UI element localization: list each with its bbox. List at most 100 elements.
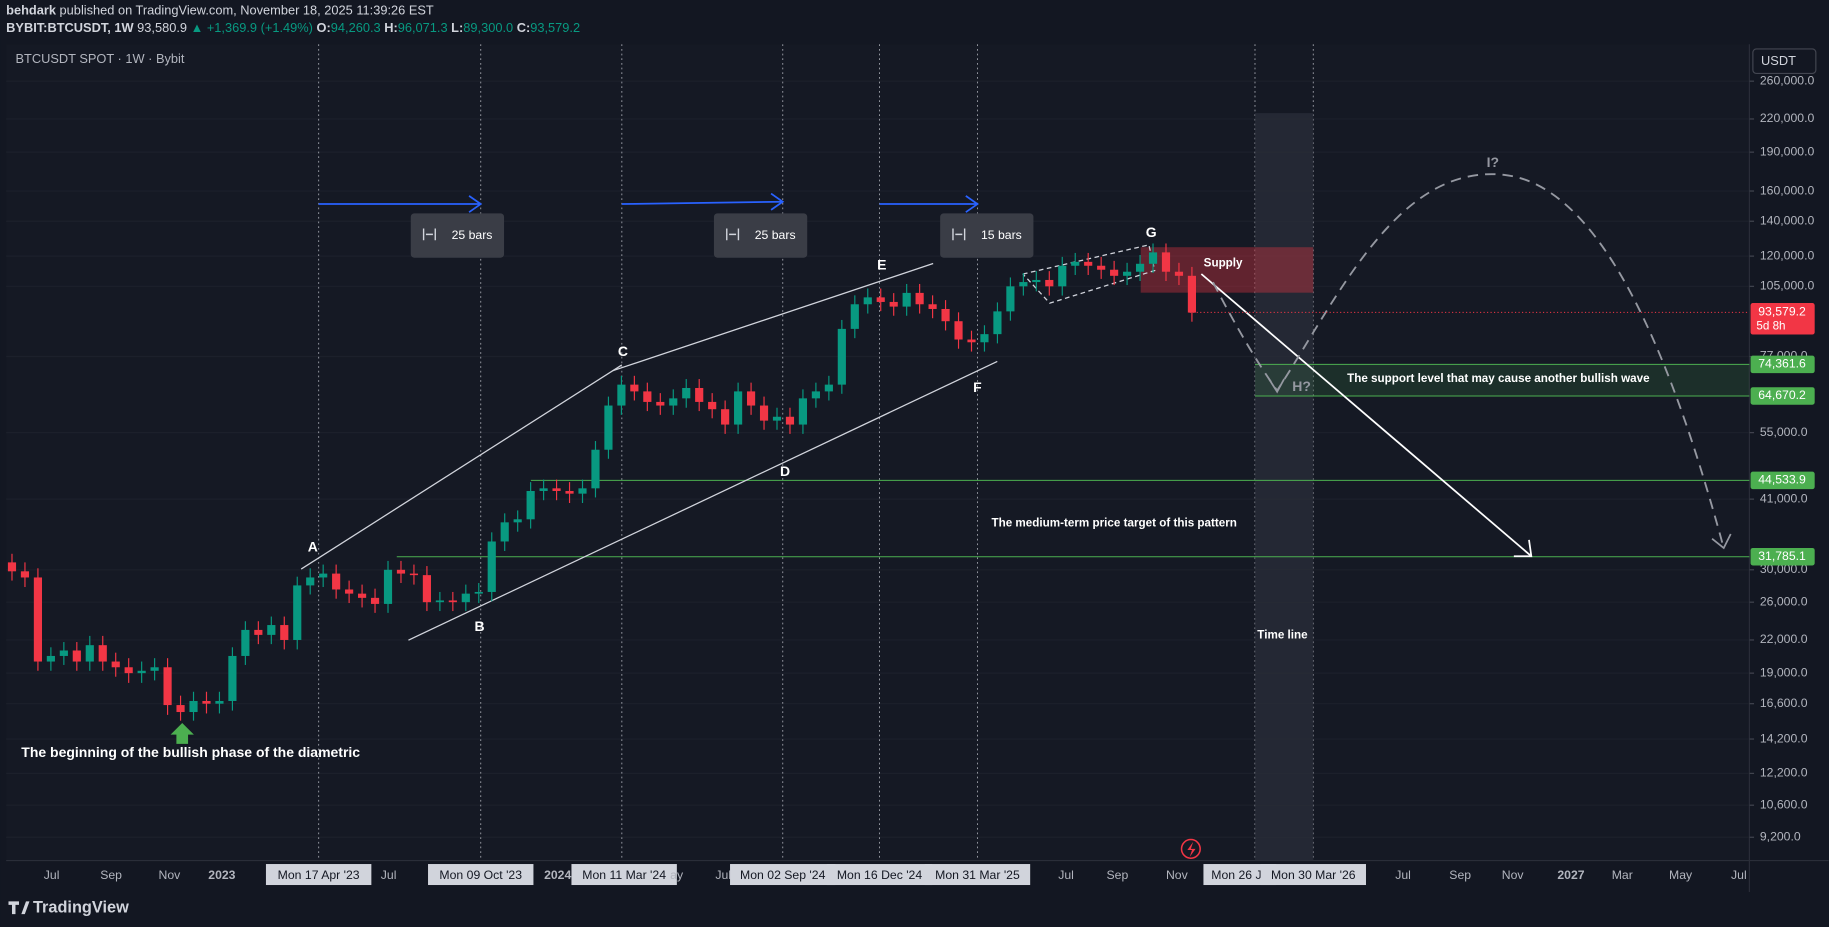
target-arrow	[1200, 273, 1532, 557]
candle-body	[708, 401, 717, 410]
candle-body	[513, 519, 522, 523]
time-label: Mon 11 Mar '24	[582, 868, 666, 882]
bar-count-icon	[422, 228, 436, 241]
change: ▲ +1,369.9 (+1.49%)	[191, 21, 313, 36]
time-line-zone	[1254, 113, 1314, 861]
candle-body	[1187, 275, 1197, 313]
time-label-bg	[924, 864, 1031, 886]
candle-body	[474, 591, 483, 594]
author: behdark	[6, 3, 57, 18]
candle-body	[980, 334, 989, 343]
time-label-bg	[265, 864, 372, 886]
candle-body	[1110, 269, 1119, 276]
y-tick-label: 26,000.0	[1760, 594, 1808, 608]
ohlc-value: 89,300.0	[463, 21, 513, 36]
candle-body	[163, 667, 172, 706]
y-tick-label: 10,600.0	[1760, 797, 1808, 811]
time-label-bg	[1203, 864, 1277, 886]
alert-bolt	[1187, 841, 1196, 858]
candle-body	[357, 593, 367, 598]
candle-body	[176, 705, 185, 713]
candle-body	[656, 401, 665, 406]
y-tick-label: 12,200.0	[1760, 766, 1808, 780]
candle-body	[785, 416, 795, 425]
y-tick-label: 16,600.0	[1760, 696, 1808, 710]
projected-check	[1268, 378, 1285, 394]
candle-body	[954, 321, 963, 340]
level-label: 74,361.6	[1758, 357, 1806, 371]
candle-body	[1161, 252, 1171, 272]
time-label: Mon 16 Dec '24	[837, 868, 923, 882]
candle-body	[189, 700, 198, 713]
time-label-bg	[428, 864, 534, 886]
time-label: Mon 09 Oct '23	[439, 868, 522, 882]
candle-body	[72, 650, 81, 662]
candle-body	[967, 339, 976, 343]
annotation: Supply	[1204, 257, 1243, 270]
bar-count-icon	[726, 228, 740, 241]
candle-body	[487, 541, 496, 592]
candle-body	[150, 667, 159, 671]
footer-logo: TradingView	[33, 899, 129, 917]
candle-body	[863, 297, 872, 305]
candle-body	[1071, 261, 1080, 266]
candle-body	[85, 645, 94, 662]
bar-count-label: 15 bars	[981, 228, 1022, 242]
candle-body	[1097, 265, 1106, 270]
candle-body	[59, 650, 68, 656]
candle-body	[409, 573, 419, 576]
candle-body	[1006, 286, 1015, 312]
alert-icon	[1180, 838, 1201, 859]
current-price-label: 93,579.2	[1758, 305, 1806, 319]
candle-body	[1148, 252, 1158, 264]
time-label-bg	[730, 864, 836, 886]
candle-body	[1019, 282, 1028, 287]
wave-label: G	[1146, 224, 1157, 240]
level-label: 44,533.9	[1758, 473, 1806, 487]
candle-body	[332, 573, 341, 590]
y-tick-label: 9,200.0	[1760, 829, 1801, 843]
candle-body	[202, 700, 211, 704]
candle-body	[539, 488, 548, 491]
candle-body	[293, 585, 302, 640]
candle-body	[928, 304, 937, 309]
start-arrow	[170, 722, 194, 744]
ohlc-key: O:	[317, 21, 331, 36]
ohlc-value: 96,071.3	[398, 21, 448, 36]
candle-body	[254, 629, 263, 635]
channel-line	[612, 262, 934, 372]
time-label: Sep	[100, 868, 122, 882]
candle-body	[448, 600, 457, 603]
candle-body	[772, 416, 782, 421]
candle-body	[993, 311, 1002, 335]
candle-body	[630, 384, 639, 392]
candle-body	[33, 577, 43, 662]
candle-body	[98, 645, 107, 662]
wave-label: I?	[1487, 154, 1499, 170]
candle-body	[280, 625, 289, 640]
currency-box[interactable]	[1752, 48, 1817, 75]
time-label: ay	[670, 868, 684, 882]
ohlc-value: 93,579.2	[530, 21, 580, 36]
wave-label: F	[973, 379, 982, 395]
candle-body	[1058, 265, 1067, 287]
range-arrow-head	[770, 192, 785, 211]
logo-icon	[8, 901, 30, 915]
candle-body	[435, 600, 444, 603]
chart-pane	[6, 44, 1750, 861]
candle-body	[902, 292, 911, 307]
level-label-bg	[1750, 355, 1815, 374]
candle-body	[837, 328, 846, 385]
wave-label: H?	[1292, 378, 1311, 394]
annotation: The support level that may cause another…	[1347, 372, 1650, 385]
time-label: Jul	[715, 868, 731, 882]
annotation: Time line	[1257, 629, 1308, 642]
legend: BTCUSDT SPOT · 1W · Bybit	[15, 51, 184, 66]
bar-count-icon	[952, 228, 966, 241]
bar-count-label: 25 bars	[755, 228, 796, 242]
time-label: Nov	[159, 868, 182, 882]
publish-line: behdark published on TradingView.com, No…	[6, 3, 434, 18]
annotation: The medium-term price target of this pat…	[991, 517, 1236, 530]
candle-body	[734, 391, 743, 425]
